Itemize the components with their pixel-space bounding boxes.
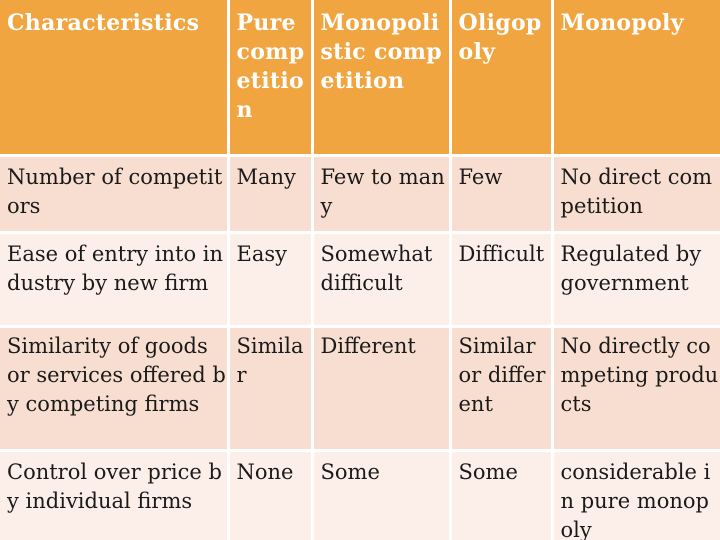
table-cell: No directly competing products <box>552 326 720 452</box>
table-cell: Regulated by government <box>552 232 720 328</box>
table-row: Number of competitors Many Few to many F… <box>0 155 720 234</box>
row-label: Control over price by individual firms <box>0 450 230 540</box>
header-pure-competition: Pure competition <box>228 0 314 157</box>
table-cell: Somewhat difficult <box>312 232 452 328</box>
table-row: Ease of entry into industry by new firm … <box>0 232 720 328</box>
header-monopolistic-competition: Monopolistic competition <box>312 0 452 157</box>
header-row: Characteristics Pure competition Monopol… <box>0 0 720 157</box>
row-label: Number of competitors <box>0 155 230 234</box>
table-cell: No direct competition <box>552 155 720 234</box>
table-cell: considerable in pure monopoly <box>552 450 720 540</box>
table-cell: Different <box>312 326 452 452</box>
table-cell: Many <box>228 155 314 234</box>
header-oligopoly: Oligopoly <box>450 0 554 157</box>
table-row: Control over price by individual firms N… <box>0 450 720 540</box>
table-cell: Similar <box>228 326 314 452</box>
table-cell: Few to many <box>312 155 452 234</box>
header-characteristics: Characteristics <box>0 0 230 157</box>
header-monopoly: Monopoly <box>552 0 720 157</box>
table-cell: Some <box>312 450 452 540</box>
row-label: Ease of entry into industry by new firm <box>0 232 230 328</box>
table-cell: Few <box>450 155 554 234</box>
table-cell: Some <box>450 450 554 540</box>
table-cell: Similar or different <box>450 326 554 452</box>
table-cell: Easy <box>228 232 314 328</box>
table-row: Similarity of goods or services offered … <box>0 326 720 452</box>
row-label: Similarity of goods or services offered … <box>0 326 230 452</box>
table-cell: Difficult <box>450 232 554 328</box>
table-cell: None <box>228 450 314 540</box>
